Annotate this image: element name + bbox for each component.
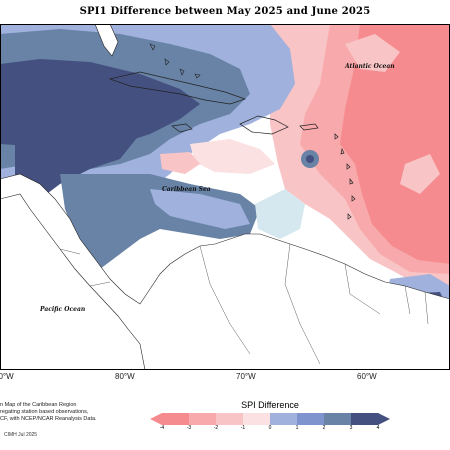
map-panel: Atlantic Ocean Caribbean Sea Pacific Oce… xyxy=(0,24,450,370)
longitude-label: 80°W xyxy=(115,372,135,381)
spi-region-dry-patch xyxy=(400,154,440,194)
spi-region-caribbean-wet-light xyxy=(150,189,250,229)
longitude-label: 60°W xyxy=(357,372,377,381)
label-caribbean-sea: Caribbean Sea xyxy=(162,186,211,193)
longitude-label: 90°W xyxy=(0,372,14,381)
footnote: n Map of the Caribbean Region regating s… xyxy=(0,402,110,423)
footnote-line: CF, with NCEP/NCAR Reanalysis Data. xyxy=(0,416,97,422)
legend-swatch xyxy=(189,413,217,425)
legend-colorbar xyxy=(150,413,390,425)
credit-text: CIMH Jul 2025 xyxy=(4,432,38,438)
spi-region-dry-weak xyxy=(160,152,200,174)
legend-tick-label: -1 xyxy=(240,425,246,431)
island-cuba xyxy=(108,71,247,105)
legend-arrow-right xyxy=(378,413,390,425)
spi-region-dry-patch xyxy=(345,34,400,72)
legend-tick-label: -3 xyxy=(186,425,192,431)
label-atlantic-ocean: Atlantic Ocean xyxy=(344,63,395,70)
label-pacific-ocean: Pacific Ocean xyxy=(39,306,85,313)
legend-tick-label: 0 xyxy=(268,425,272,431)
land-central-america xyxy=(0,193,146,370)
legend-swatch xyxy=(270,413,298,425)
island-jamaica xyxy=(171,123,193,133)
legend-title: SPI Difference xyxy=(241,400,299,410)
legend-swatch xyxy=(324,413,352,425)
land-florida xyxy=(94,24,119,57)
island-hispaniola xyxy=(239,115,289,135)
legend-tick-label: 3 xyxy=(349,425,353,431)
bahamas xyxy=(149,43,201,79)
legend-tick-label: 2 xyxy=(322,425,326,431)
legend-tick-label: 4 xyxy=(376,425,380,431)
spi-difference-map: Atlantic Ocean Caribbean Sea Pacific Oce… xyxy=(0,24,450,370)
legend-swatch xyxy=(243,413,271,425)
island-puerto-rico xyxy=(299,123,319,131)
spi-region-dry-strong xyxy=(340,24,450,264)
country-borders xyxy=(59,243,429,365)
footnote-line: regating station based observations, xyxy=(0,409,89,415)
spi-region-dry-weak xyxy=(190,139,275,174)
legend-swatch xyxy=(162,413,190,425)
legend-swatch xyxy=(297,413,325,425)
lesser-antilles xyxy=(334,133,356,220)
legend-tick-label: -2 xyxy=(213,425,219,431)
legend-swatch xyxy=(351,413,379,425)
legend-tick-label: 1 xyxy=(295,425,299,431)
spi-region-wet-spot-core xyxy=(306,155,314,163)
legend-arrow-left xyxy=(150,413,162,425)
legend-swatch xyxy=(216,413,244,425)
map-title: SPI1 Difference between May 2025 and Jun… xyxy=(79,6,371,17)
spi-region-near-normal xyxy=(255,189,305,239)
longitude-label: 70°W xyxy=(236,372,256,381)
legend-tick-label: -4 xyxy=(159,425,165,431)
footnote-line: n Map of the Caribbean Region xyxy=(0,402,77,408)
